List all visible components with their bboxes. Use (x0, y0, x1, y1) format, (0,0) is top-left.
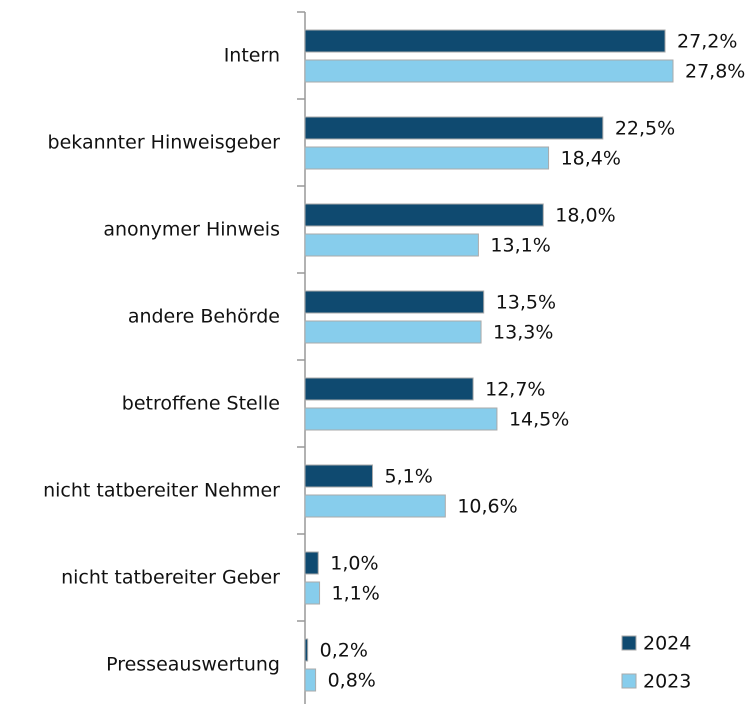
value-label: 13,1% (490, 235, 550, 257)
bar (304, 638, 309, 662)
legend-swatch (621, 635, 637, 651)
bar (304, 203, 544, 227)
bar (304, 146, 550, 170)
bar (304, 29, 666, 53)
category-label: anonymer Hinweis (103, 219, 280, 241)
category-label: nicht tatbereiter Geber (61, 567, 280, 589)
value-label: 27,2% (677, 31, 737, 53)
legend-label: 2023 (643, 671, 691, 693)
category-label: betroffene Stelle (122, 393, 280, 415)
legend-label: 2024 (643, 633, 691, 655)
category-label: nicht tatbereiter Nehmer (43, 480, 280, 502)
bar (304, 407, 498, 431)
bar (304, 668, 317, 692)
bar (304, 551, 319, 575)
value-label: 1,1% (332, 583, 380, 605)
value-label: 14,5% (509, 409, 569, 431)
legend-swatch (621, 673, 637, 689)
value-label: 13,3% (493, 322, 553, 344)
value-label: 0,8% (328, 670, 376, 692)
value-label: 10,6% (457, 496, 517, 518)
bar (304, 494, 446, 518)
bar (304, 233, 479, 257)
value-label: 18,4% (561, 148, 621, 170)
bar (304, 320, 482, 344)
bar (304, 377, 474, 401)
value-label: 1,0% (330, 553, 378, 575)
bar (304, 116, 604, 140)
category-label: bekannter Hinweisgeber (48, 132, 281, 154)
category-label: andere Behörde (128, 306, 280, 328)
value-label: 27,8% (685, 61, 745, 83)
value-label: 13,5% (496, 292, 556, 314)
value-label: 18,0% (555, 205, 615, 227)
bar (304, 290, 485, 314)
category-label: Presseauswertung (106, 654, 280, 676)
category-label: Intern (224, 45, 280, 67)
value-label: 0,2% (320, 640, 368, 662)
bar (304, 59, 674, 83)
value-label: 22,5% (615, 118, 675, 140)
bar (304, 581, 321, 605)
value-label: 12,7% (485, 379, 545, 401)
bar (304, 464, 374, 488)
value-label: 5,1% (385, 466, 433, 488)
